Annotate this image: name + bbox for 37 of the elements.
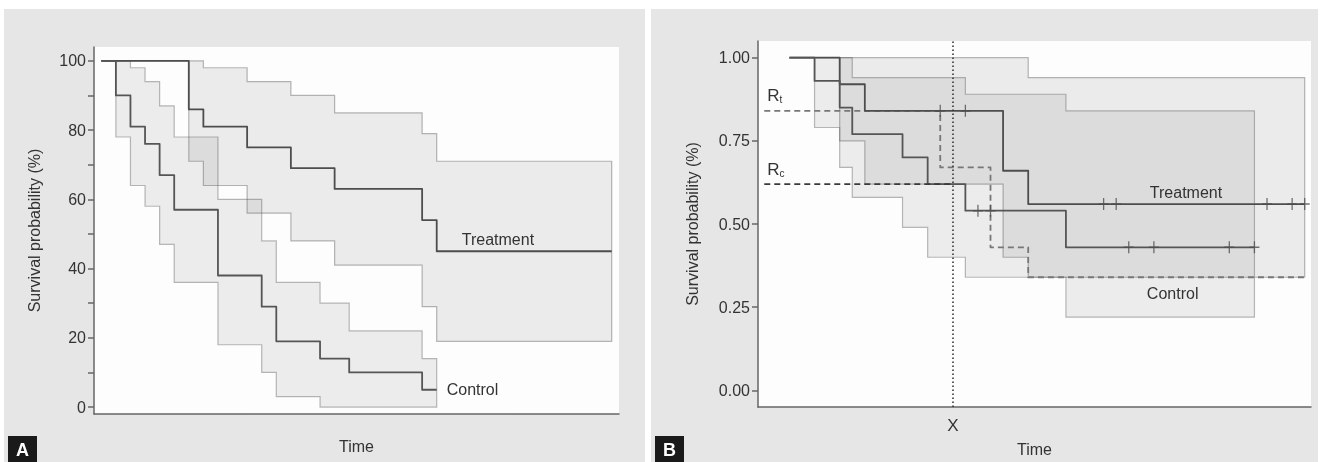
y-tick-label: 0.00 [718,381,751,399]
point [1261,197,1273,211]
annotation: Rt [767,86,783,106]
series-label: Treatment [461,230,535,248]
text: A [16,440,29,460]
series-label: Rc [767,159,785,179]
point [984,203,997,218]
series-label: Control [446,381,499,399]
y-tick-label: 60 [68,190,87,208]
series-label: Control [1146,284,1199,302]
point [1248,240,1261,254]
x-tick-label: X [947,416,959,435]
text: B [663,440,676,460]
point [1097,197,1110,211]
point [1148,240,1160,254]
y-tick-label: 100 [59,52,87,70]
point [1223,240,1236,254]
point [1123,240,1135,254]
series-label: Treatment [1149,183,1223,201]
point [1299,197,1311,211]
y-axis-title: Survival probability (%) [683,142,701,306]
point [1286,197,1298,211]
y-tick-label: 0.75 [718,132,751,150]
y-tick-label: 1.00 [718,49,751,67]
x-axis-title: Time [339,437,375,455]
y-tick-label: 0.25 [718,298,751,316]
y-tick-label: 0.50 [718,215,751,233]
y-tick-label: 0 [77,398,87,416]
point [972,203,984,218]
y-tick-label: 20 [68,329,87,347]
point [959,104,972,118]
x-axis-title: Time [1017,440,1053,458]
y-axis-title: Survival probability (%) [25,148,43,313]
y-tick-label: 80 [68,121,87,139]
y-tick-label: 40 [68,260,87,278]
point [1110,197,1122,211]
point [934,104,946,118]
